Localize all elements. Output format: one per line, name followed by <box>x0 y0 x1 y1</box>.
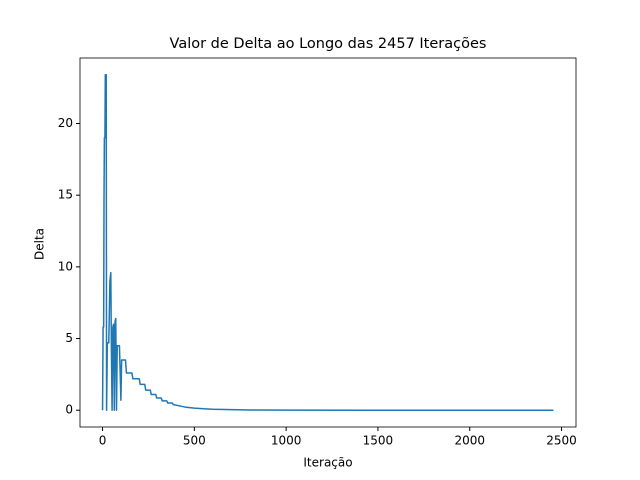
x-axis-label: Iteração <box>303 456 352 470</box>
y-axis-label: Delta <box>33 228 47 260</box>
y-tick-label: 20 <box>58 116 73 130</box>
y-tick-label: 5 <box>65 331 73 345</box>
y-tick-label: 15 <box>58 188 73 202</box>
x-tick-label: 0 <box>99 434 107 448</box>
x-tick-label: 1000 <box>271 434 302 448</box>
chart-title: Valor de Delta ao Longo das 2457 Iteraçõ… <box>170 36 487 52</box>
x-tick-label: 500 <box>183 434 206 448</box>
x-tick-label: 1500 <box>363 434 394 448</box>
y-tick-label: 10 <box>58 259 73 273</box>
line <box>101 74 554 411</box>
plot-frame <box>79 57 577 428</box>
x-tick-label: 2500 <box>546 434 577 448</box>
x-tick-label: 2000 <box>454 434 485 448</box>
y-tick-label: 0 <box>65 403 73 417</box>
